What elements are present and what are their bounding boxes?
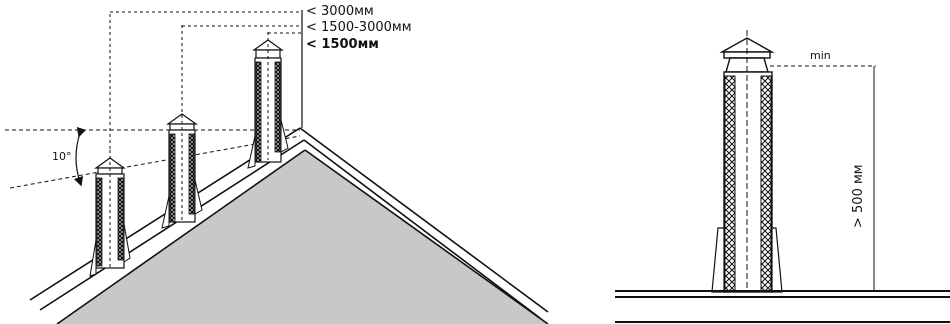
chimney-tall <box>247 32 289 169</box>
flashing-right <box>771 227 783 293</box>
height-label: > 500 мм <box>851 164 866 228</box>
flat-roof-diagram: min > 500 мм <box>615 30 950 323</box>
distance-label-3000: < 3000мм <box>306 4 374 19</box>
distance-label-1500-3000: < 1500-3000мм <box>306 20 412 35</box>
distance-label-1500: < 1500мм <box>306 37 379 52</box>
roof-gable <box>57 150 548 324</box>
roof-diagram: 10° <box>5 4 549 324</box>
flashing-left <box>711 227 725 293</box>
min-label: min <box>810 49 831 62</box>
chimney-medium <box>161 25 203 229</box>
chimney-small <box>89 150 131 277</box>
angle-label: 10° <box>52 150 72 163</box>
